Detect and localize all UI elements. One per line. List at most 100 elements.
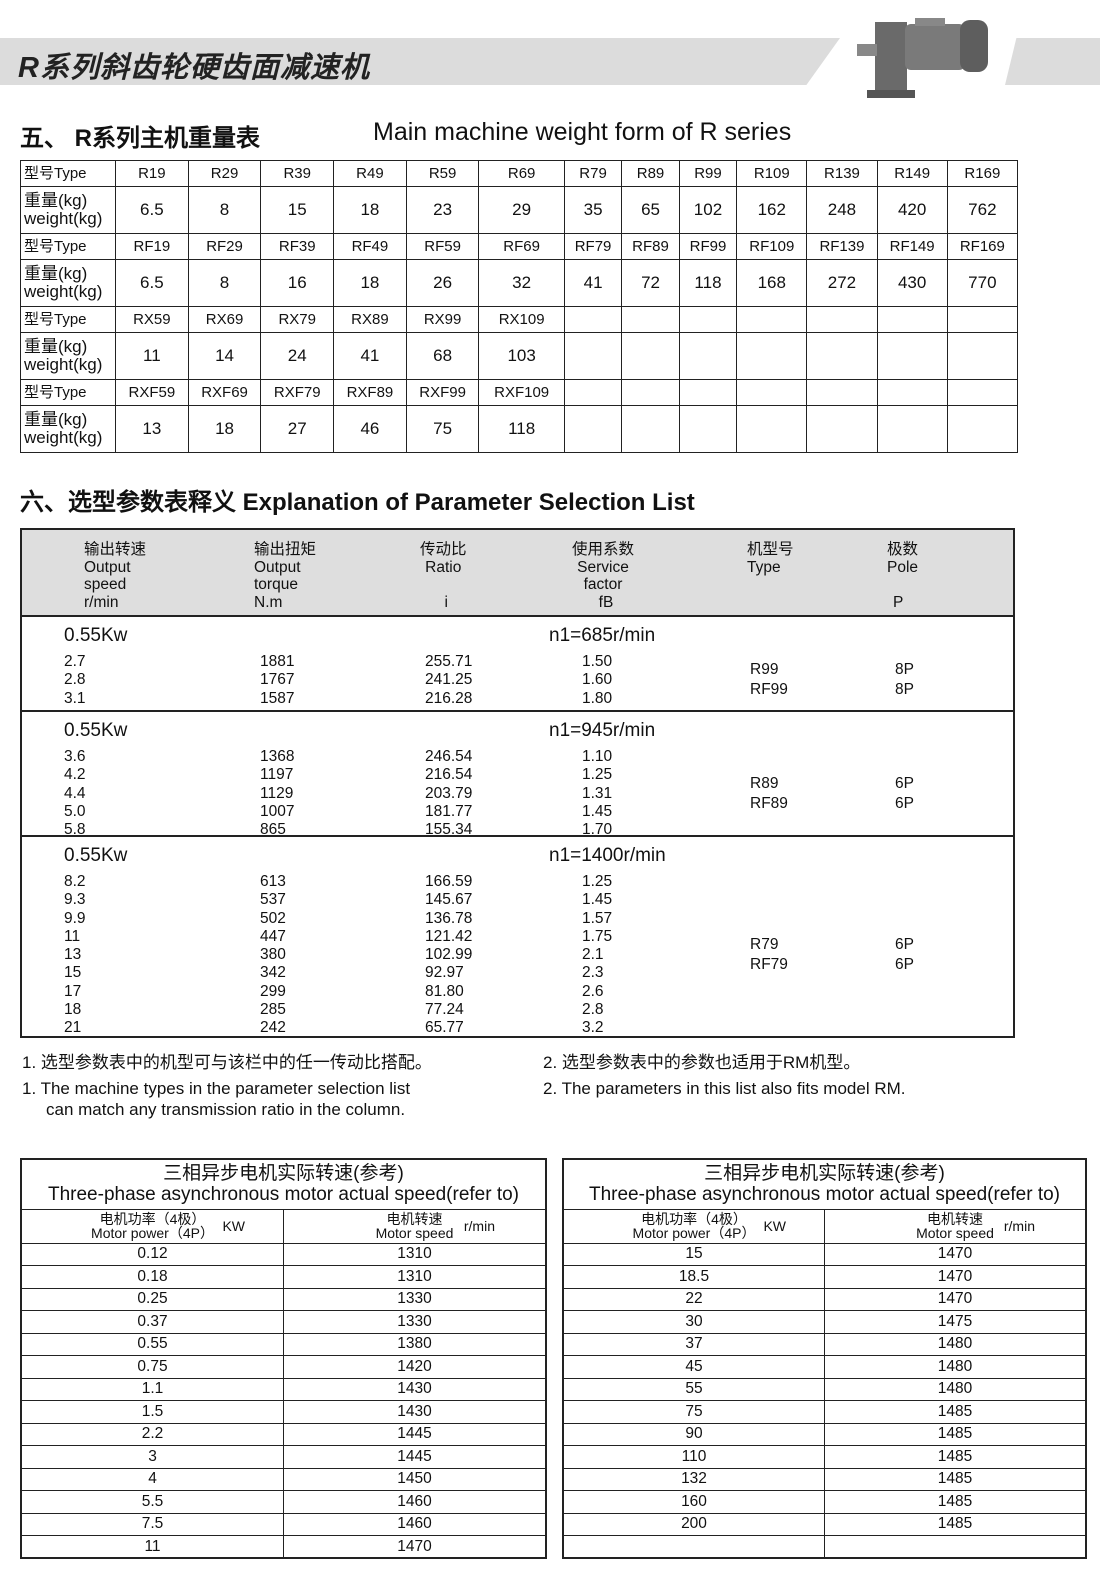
cell: 110 — [562, 1445, 825, 1469]
weight-cell: 248 — [806, 186, 878, 234]
cell: 2.8 — [64, 671, 86, 689]
header-line: i — [444, 593, 448, 611]
model-cell — [678, 306, 738, 333]
header-line: P — [893, 593, 904, 611]
cell: 55 — [562, 1377, 825, 1401]
parameter-table: 输出转速 Output speed r/min 输出扭矩 Output torque N.m 传… — [20, 528, 1015, 1038]
table-row: 18.5 1470 — [562, 1265, 1087, 1289]
table-row: 0.75 1420 — [20, 1355, 547, 1379]
cell: 9.3 — [64, 891, 86, 909]
weight-cell: 11 — [115, 332, 189, 380]
model-cell: RXF89 — [333, 379, 407, 406]
weight-cell: 18 — [187, 405, 262, 453]
header-line: Ratio — [425, 558, 462, 576]
weight-label-en: weight(kg) — [24, 209, 103, 228]
table-row: 75 1485 — [562, 1400, 1087, 1424]
weight-cell: 102 — [678, 186, 738, 234]
header-line: Output — [254, 558, 301, 576]
input-speed: n1=945r/min — [549, 720, 656, 741]
cell: 447 — [260, 927, 286, 945]
weight-cell: 29 — [478, 186, 565, 234]
model-cell: R169 — [946, 160, 1019, 187]
power-unit: KW — [763, 1217, 786, 1234]
cell: 1.5 — [20, 1400, 284, 1424]
type-value: RF79 — [750, 956, 788, 974]
model-cell — [736, 306, 808, 333]
power-header-en: Motor power（4P） — [632, 1225, 756, 1241]
table-row: 0.55 1380 — [20, 1332, 547, 1356]
cell: 37 — [562, 1332, 825, 1356]
cell: 3.6 — [64, 748, 86, 765]
note-1-cn: 1. 选型参数表中的机型可与该栏中的任一传动比搭配。 — [22, 1053, 432, 1072]
subheader-row: 电机功率（4极） Motor power（4P） KW 电机转速 Motor speed… — [20, 1208, 547, 1244]
model-cell: R19 — [115, 160, 189, 187]
model-cell: R99 — [678, 160, 738, 187]
cell: 13 — [64, 946, 82, 964]
weight-cell: 118 — [478, 405, 565, 453]
cell: 1330 — [283, 1287, 547, 1311]
cell: 45 — [562, 1355, 825, 1379]
cell: 1445 — [283, 1445, 547, 1469]
cell: 1485 — [824, 1445, 1087, 1469]
weight-label-en: weight(kg) — [24, 355, 103, 374]
header-4: 机型号 Type — [747, 541, 794, 611]
cell: 1881 — [260, 653, 295, 670]
cell: 246.54 — [425, 748, 473, 765]
weight-label-en: weight(kg) — [24, 428, 103, 447]
power-unit: KW — [222, 1217, 245, 1234]
type-row: 型号Type R19 R29 R39 R49 R59 R69 R79 R89 R99 R109 R13… — [20, 160, 1019, 187]
parameter-table-header: 输出转速 Output speed r/min 输出扭矩 Output torque N.m 传… — [22, 530, 1013, 617]
header-line: N.m — [254, 593, 283, 611]
parameter-row: 4.2 1197 216.54 1.25 — [22, 766, 1013, 784]
cell: 1.57 — [582, 909, 613, 927]
cell — [562, 1535, 825, 1559]
model-cell: RXF79 — [260, 379, 335, 406]
weight-cell — [876, 332, 948, 380]
cell: 1485 — [824, 1467, 1087, 1491]
power-header-cn: 电机功率（4极） — [641, 1211, 747, 1227]
cell: 255.71 — [425, 653, 473, 670]
table-row: 200 1485 — [562, 1512, 1087, 1536]
model-cell — [946, 379, 1019, 406]
cell: 11 — [64, 927, 81, 945]
model-cell: R79 — [563, 160, 623, 187]
pole-list: 6P 6P — [895, 935, 914, 975]
weight-cell: 762 — [946, 186, 1019, 234]
pole-value: 6P — [895, 774, 914, 792]
cell: 8.2 — [64, 873, 86, 890]
table-row: 2.2 1445 — [20, 1422, 547, 1446]
cell: 1460 — [283, 1490, 547, 1514]
page-title: R系列斜齿轮硬齿面减速机 — [18, 52, 370, 84]
cell: 1485 — [824, 1490, 1087, 1514]
cell: 3 — [20, 1445, 284, 1469]
weight-cell — [563, 405, 623, 453]
model-cell: RF39 — [260, 233, 335, 260]
weight-cell: 14 — [187, 332, 262, 380]
weight-cell: 8 — [187, 186, 262, 234]
header-line: 极数 — [887, 541, 919, 558]
cell: 18 — [64, 1001, 82, 1019]
header-line — [420, 576, 467, 594]
table-row — [562, 1535, 1087, 1559]
parameter-row: 18 285 77.24 2.8 — [22, 1001, 1013, 1019]
parameter-row: 5.0 1007 181.77 1.45 — [22, 803, 1013, 821]
pole-list: 6P 6P — [895, 774, 914, 814]
power-label: 0.55Kw — [64, 720, 128, 741]
model-cell: RX89 — [333, 306, 407, 333]
type-list: R89 RF89 — [750, 774, 788, 814]
cell: 0.55 — [20, 1332, 284, 1356]
title-row: 三相异步电机实际转速(参考) Three-phase asynchronous m… — [562, 1158, 1087, 1210]
cell: 5.8 — [64, 821, 86, 839]
header-line: 机型号 — [747, 541, 794, 558]
model-cell: R149 — [876, 160, 948, 187]
cell: 1475 — [824, 1310, 1087, 1334]
header-5: 极数 Pole P — [887, 541, 918, 611]
note-2-cn: 2. 选型参数表中的参数也适用于RM机型。 — [543, 1053, 861, 1072]
type-row: 型号Type RF19 RF29 RF39 RF49 RF59 RF69 RF79 RF89 RF… — [20, 233, 1019, 260]
cell: 1.10 — [582, 748, 613, 765]
cell: 0.12 — [20, 1242, 284, 1266]
speed-header: 电机转速 Motor speed r/min — [824, 1208, 1087, 1244]
model-cell: RX69 — [187, 306, 262, 333]
weight-cell: 75 — [405, 405, 480, 453]
parameter-row: 9.3 537 145.67 1.45 — [22, 891, 1013, 909]
